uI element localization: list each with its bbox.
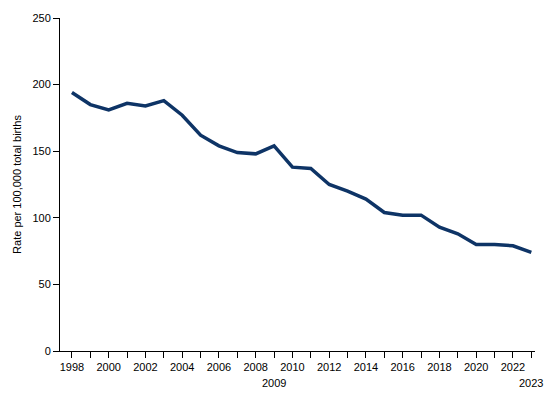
svg-text:2006: 2006 (207, 361, 231, 373)
svg-text:2016: 2016 (390, 361, 414, 373)
svg-text:2004: 2004 (170, 361, 194, 373)
svg-text:2018: 2018 (427, 361, 451, 373)
svg-text:2014: 2014 (354, 361, 378, 373)
svg-text:2010: 2010 (280, 361, 304, 373)
svg-text:Rate per 100,000 total births: Rate per 100,000 total births (11, 115, 23, 254)
svg-text:2020: 2020 (464, 361, 488, 373)
svg-text:2012: 2012 (317, 361, 341, 373)
svg-text:2009: 2009 (262, 377, 286, 389)
svg-text:50: 50 (39, 278, 51, 290)
svg-text:1998: 1998 (60, 361, 84, 373)
svg-text:200: 200 (32, 78, 50, 90)
svg-text:0: 0 (45, 345, 51, 357)
svg-text:2023: 2023 (519, 377, 543, 389)
svg-text:2022: 2022 (501, 361, 525, 373)
svg-text:2008: 2008 (243, 361, 267, 373)
svg-text:100: 100 (32, 212, 50, 224)
svg-text:2000: 2000 (96, 361, 120, 373)
svg-text:150: 150 (32, 145, 50, 157)
svg-text:250: 250 (32, 12, 50, 24)
svg-text:2002: 2002 (133, 361, 157, 373)
